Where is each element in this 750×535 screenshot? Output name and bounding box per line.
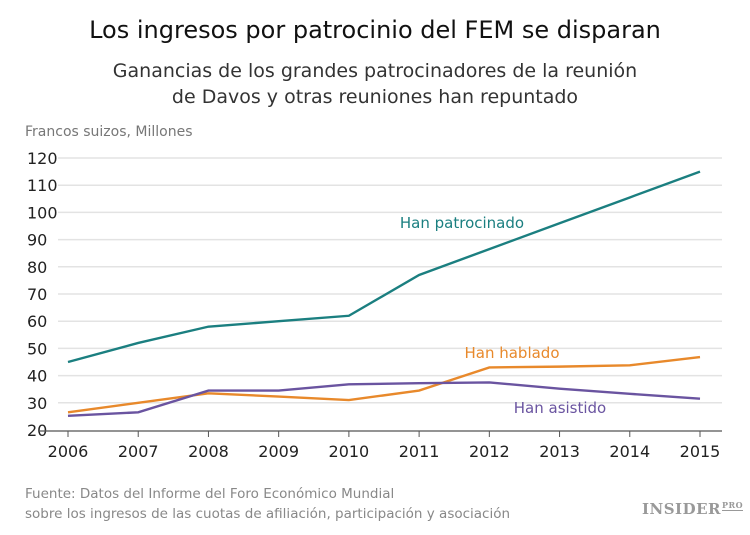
series-label: Han asistido — [514, 399, 606, 417]
x-tick-label: 2012 — [469, 442, 510, 461]
x-tick-label: 2013 — [539, 442, 580, 461]
x-tick-label: 2011 — [399, 442, 440, 461]
series-line-0 — [67, 170, 701, 364]
x-tick-label: 2008 — [188, 442, 229, 461]
insider-pro-logo: INSIDERPRO — [642, 500, 744, 518]
y-tick-label: 80 — [27, 258, 47, 277]
y-tick-label: 40 — [27, 367, 47, 386]
series-line-2 — [67, 381, 701, 418]
y-tick-label: 20 — [27, 421, 47, 440]
x-tick-label: 2007 — [118, 442, 159, 461]
subtitle-line-1: Ganancias de los grandes patrocinadores … — [112, 60, 638, 82]
y-tick-label: 120 — [27, 149, 58, 168]
x-tick-label: 2010 — [329, 442, 370, 461]
series-line-1 — [67, 355, 701, 414]
y-tick-label: 60 — [27, 312, 47, 331]
x-tick-label: 2015 — [680, 442, 721, 461]
series-label: Han hablado — [464, 344, 559, 362]
source-note: Fuente: Datos del Informe del Foro Econó… — [25, 484, 510, 524]
y-tick-label: 110 — [27, 176, 58, 195]
source-line-2: sobre los ingresos de las cuotas de afil… — [25, 506, 511, 522]
y-tick-label: 70 — [27, 285, 47, 304]
subtitle-line-2: de Davos y otras reuniones han repuntado — [171, 86, 579, 108]
y-tick-label: 100 — [27, 203, 58, 222]
chart-title: Los ingresos por patrocinio del FEM se d… — [89, 16, 661, 44]
series-label: Han patrocinado — [400, 214, 524, 232]
y-tick-label: 50 — [27, 339, 47, 358]
x-tick-label: 2014 — [609, 442, 650, 461]
y-tick-label: 30 — [27, 394, 47, 413]
chart-subtitle: Ganancias de los grandes patrocinadores … — [0, 58, 750, 110]
x-tick-label: 2009 — [258, 442, 299, 461]
source-line-1: Fuente: Datos del Informe del Foro Econó… — [25, 486, 395, 502]
x-tick-label: 2006 — [48, 442, 89, 461]
y-axis-label: Francos suizos, Millones — [25, 124, 193, 140]
y-tick-label: 90 — [27, 231, 47, 250]
